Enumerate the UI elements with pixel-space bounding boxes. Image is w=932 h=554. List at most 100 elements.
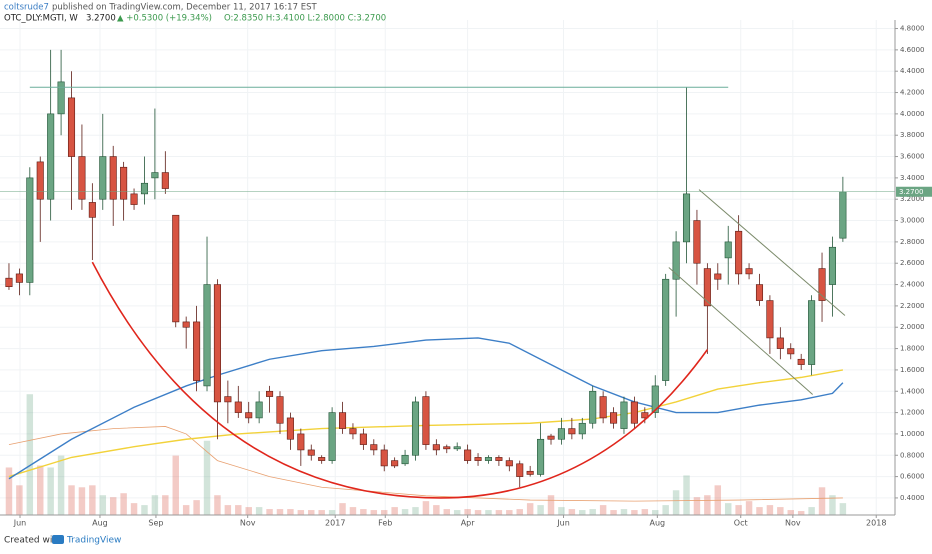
volume-bar <box>214 495 221 515</box>
x-tick-label: Nov <box>240 519 256 528</box>
volume-bar <box>16 485 23 515</box>
candle-body <box>724 241 732 259</box>
candle-body <box>557 428 565 440</box>
volume-bar <box>412 507 419 515</box>
candle-body <box>318 457 326 461</box>
volume-bar <box>579 510 586 515</box>
volume-bar <box>349 507 357 515</box>
brand[interactable]: TradingView <box>66 536 121 546</box>
volume-bar <box>360 509 367 515</box>
volume-bar <box>339 503 346 515</box>
volume-bar <box>818 487 826 515</box>
candle-body <box>130 193 138 205</box>
volume-bar <box>453 510 461 515</box>
candle-body <box>266 390 274 397</box>
x-tick-label: Jun <box>13 519 27 528</box>
candle-body <box>682 193 691 243</box>
volume-bar <box>787 510 794 515</box>
volume-bar <box>391 507 398 515</box>
author[interactable]: coltsrude7 <box>4 3 49 13</box>
y-tick-label: 2.0000 <box>900 323 925 331</box>
x-tick-label: Jun <box>556 519 570 528</box>
volume-bar <box>599 505 607 515</box>
candle-body <box>359 433 367 445</box>
volume-bar <box>724 503 732 515</box>
candle-body <box>88 202 96 218</box>
published: published on TradingView.com, December 1… <box>52 3 317 13</box>
candle-body <box>641 412 649 419</box>
candle-body <box>610 412 618 424</box>
candle-body <box>161 172 169 189</box>
plot <box>0 20 895 515</box>
volume-bar <box>683 475 690 515</box>
candle-body <box>26 177 34 283</box>
volume-bar <box>308 510 315 515</box>
volume-bar <box>495 510 503 515</box>
x-tick-label: Nov <box>785 519 801 528</box>
volume-bar <box>745 501 753 515</box>
volume-bar <box>829 495 836 515</box>
volume-bar <box>182 505 190 515</box>
candle-body <box>151 172 159 179</box>
volume-bar <box>130 503 138 515</box>
moving-average <box>8 337 844 480</box>
volume-bar <box>401 509 409 515</box>
volume-bar <box>99 495 107 515</box>
volume-bar <box>224 505 232 515</box>
y-tick-label: 1.8000 <box>900 345 925 353</box>
candle-body <box>422 396 430 445</box>
last: 3.2700 <box>86 14 116 24</box>
volume-bar <box>735 505 742 515</box>
volume-bar <box>37 465 44 515</box>
candle-body <box>693 220 701 264</box>
candle-body <box>578 422 586 435</box>
y-tick-label: 4.4000 <box>900 67 925 75</box>
volume-bar <box>109 497 117 515</box>
volume-bar <box>589 509 596 515</box>
candle-body <box>818 268 826 301</box>
candle-body <box>172 214 180 323</box>
price-label-box <box>896 186 932 197</box>
candle-body <box>672 241 680 280</box>
moving-average <box>8 369 844 478</box>
candle-body <box>808 300 816 365</box>
x-tick-label: 2018 <box>866 519 886 528</box>
y-tick-label: 4.0000 <box>900 110 925 118</box>
candle-body <box>328 412 336 461</box>
volume-bar <box>47 467 54 515</box>
y-tick-label: 2.2000 <box>900 302 925 310</box>
change: ▲ +0.5300 (+19.34%) <box>117 14 212 24</box>
candle-body <box>338 412 347 429</box>
candle-body <box>47 113 55 200</box>
candle-body <box>203 284 211 387</box>
candle-body <box>745 268 753 275</box>
volume-bar <box>380 510 388 515</box>
drawing-line <box>698 189 846 316</box>
candle-body <box>411 401 420 456</box>
candle-body <box>516 463 524 477</box>
candle-body <box>568 428 576 435</box>
volume-bar <box>172 455 179 515</box>
volume-bar <box>526 503 534 515</box>
candle-body <box>620 401 628 429</box>
volume-bar <box>245 507 252 515</box>
x-tick-label: Apr <box>461 519 476 528</box>
volume-bar <box>485 510 492 515</box>
price-label: 3.2700 <box>899 188 924 196</box>
candle-body <box>828 246 836 285</box>
candle-body <box>453 446 461 450</box>
x-tick-label: Oct <box>734 519 748 528</box>
y-tick-label: 1.2000 <box>900 409 925 417</box>
candle-body <box>57 81 65 115</box>
candle-body <box>182 321 190 328</box>
candle-body <box>537 438 545 475</box>
volume-bar <box>672 490 680 515</box>
candle-body <box>735 230 743 275</box>
volume-bar <box>662 505 669 515</box>
created-with: Created with <box>4 536 62 546</box>
x-tick-label: 2017 <box>325 519 345 528</box>
candle-body <box>662 278 670 381</box>
y-tick-label: 1.0000 <box>900 430 925 438</box>
